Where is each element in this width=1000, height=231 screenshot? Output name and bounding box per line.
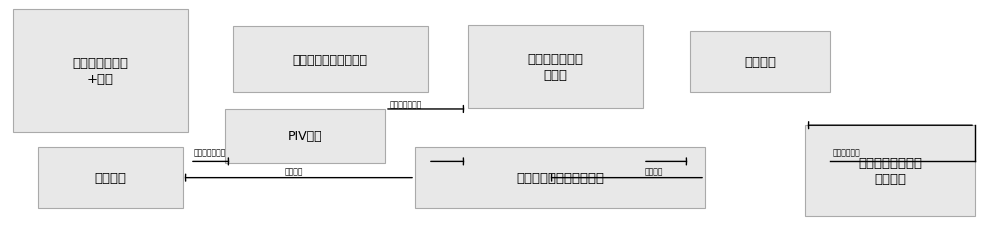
Text: 数据图像处理: 数据图像处理 <box>833 148 861 157</box>
FancyBboxPatch shape <box>415 148 705 208</box>
Text: 气液固三相磨粒流旋流: 气液固三相磨粒流旋流 <box>292 54 368 67</box>
FancyBboxPatch shape <box>232 27 428 93</box>
FancyBboxPatch shape <box>38 148 182 208</box>
Text: 大面积微距拍照: 大面积微距拍照 <box>194 148 226 157</box>
Text: 改变磨粒和微气泡
体积分数: 改变磨粒和微气泡 体积分数 <box>858 157 922 185</box>
Text: 多次拍摄: 多次拍摄 <box>645 167 664 175</box>
Text: 圆盘形抛光工具
+工件: 圆盘形抛光工具 +工件 <box>72 57 128 86</box>
Text: 磨粒和微气泡运
动追踪: 磨粒和微气泡运 动追踪 <box>527 53 583 82</box>
Text: 对比分析: 对比分析 <box>285 167 304 175</box>
FancyBboxPatch shape <box>690 32 830 93</box>
Text: 最佳结果: 最佳结果 <box>94 171 126 184</box>
Text: 处理并提出最终数据图片: 处理并提出最终数据图片 <box>516 171 604 184</box>
Text: 工件正上方拍摄: 工件正上方拍摄 <box>390 100 422 108</box>
FancyBboxPatch shape <box>468 25 643 109</box>
FancyBboxPatch shape <box>225 110 385 163</box>
Text: 数据存储: 数据存储 <box>744 56 776 69</box>
FancyBboxPatch shape <box>805 126 975 216</box>
Text: PIV摄像: PIV摄像 <box>288 130 322 143</box>
FancyBboxPatch shape <box>13 10 188 133</box>
